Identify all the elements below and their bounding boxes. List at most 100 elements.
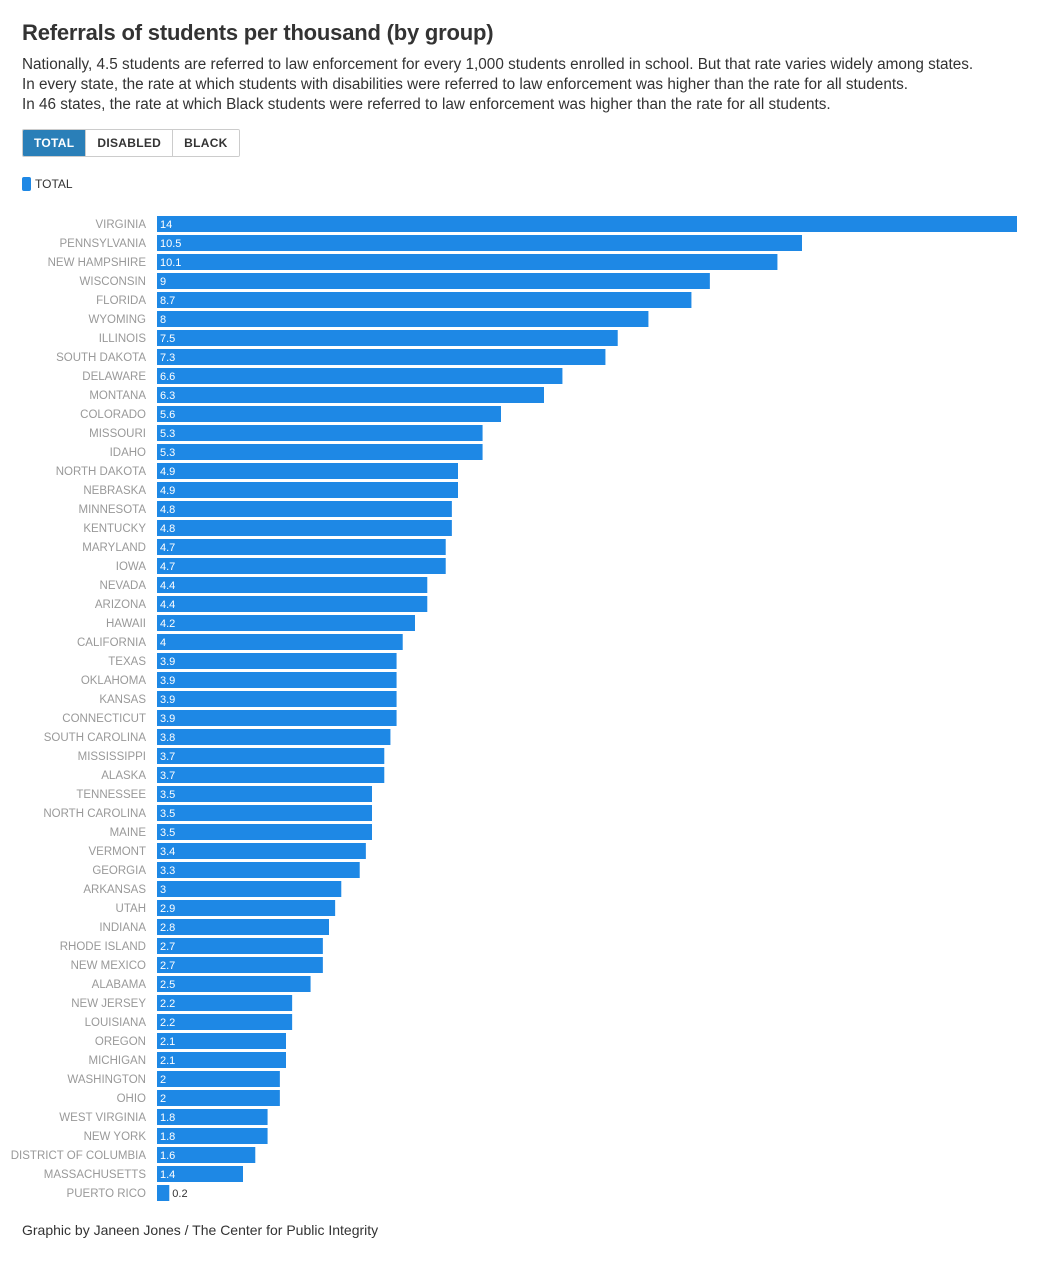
bar-puerto-rico[interactable] [157, 1185, 170, 1201]
chart-legend[interactable]: TOTAL [22, 177, 73, 191]
bar-washington[interactable] [157, 1071, 280, 1087]
bar-new-mexico[interactable] [157, 957, 323, 973]
bar-iowa[interactable] [157, 558, 446, 574]
bar-north-carolina[interactable] [157, 805, 372, 821]
chart-subtitle: Nationally, 4.5 students are referred to… [22, 55, 1032, 115]
bar-louisiana[interactable] [157, 1014, 293, 1030]
category-label-arizona: ARIZONA [95, 599, 146, 611]
category-label-kentucky: KENTUCKY [83, 523, 146, 535]
bar-alabama[interactable] [157, 976, 311, 992]
category-label-south-dakota: SOUTH DAKOTA [56, 352, 146, 364]
bar-minnesota[interactable] [157, 501, 452, 517]
value-label-alabama: 2.5 [160, 979, 175, 991]
bar-kansas[interactable] [157, 691, 397, 707]
bar-chart: VIRGINIA 14 PENNSYLVANIA 10.5 NEW HAMPSHIRE 1… [11, 216, 1017, 1201]
value-label-connecticut: 3.9 [160, 713, 175, 725]
bar-indiana[interactable] [157, 919, 329, 935]
bar-illinois[interactable] [157, 330, 618, 346]
bar-colorado[interactable] [157, 406, 501, 422]
category-label-tennessee: TENNESSEE [76, 789, 146, 801]
category-label-wisconsin: WISCONSIN [80, 276, 146, 288]
bar-south-carolina[interactable] [157, 729, 391, 745]
bar-maryland[interactable] [157, 539, 446, 555]
category-label-arkansas: ARKANSAS [83, 884, 146, 896]
bar-oregon[interactable] [157, 1033, 286, 1049]
value-label-virginia: 14 [160, 219, 172, 231]
value-label-new-jersey: 2.2 [160, 998, 175, 1010]
bar-wisconsin[interactable] [157, 273, 710, 289]
bar-pennsylvania[interactable] [157, 235, 802, 251]
group-tabs: TOTAL DISABLED BLACK [22, 129, 240, 157]
category-label-louisiana: LOUISIANA [85, 1017, 147, 1029]
bar-texas[interactable] [157, 653, 397, 669]
category-label-alabama: ALABAMA [92, 979, 147, 991]
value-label-california: 4 [160, 637, 166, 649]
bar-alaska[interactable] [157, 767, 385, 783]
bar-mississippi[interactable] [157, 748, 385, 764]
bar-maine[interactable] [157, 824, 372, 840]
value-label-pennsylvania: 10.5 [160, 238, 181, 250]
bar-arizona[interactable] [157, 596, 428, 612]
category-label-district-of-columbia: DISTRICT OF COLUMBIA [11, 1150, 147, 1162]
bar-hawaii[interactable] [157, 615, 415, 631]
bar-arkansas[interactable] [157, 881, 342, 897]
category-label-nevada: NEVADA [100, 580, 147, 592]
subtitle-line: In every state, the rate at which studen… [22, 76, 908, 93]
category-label-hawaii: HAWAII [106, 618, 146, 630]
bar-vermont[interactable] [157, 843, 366, 859]
bar-west-virginia[interactable] [157, 1109, 268, 1125]
value-label-district-of-columbia: 1.6 [160, 1150, 175, 1162]
tab-total[interactable]: TOTAL [23, 130, 87, 156]
bar-utah[interactable] [157, 900, 336, 916]
bar-kentucky[interactable] [157, 520, 452, 536]
bar-idaho[interactable] [157, 444, 483, 460]
bar-delaware[interactable] [157, 368, 563, 384]
bar-nebraska[interactable] [157, 482, 458, 498]
chart-title: Referrals of students per thousand (by g… [22, 20, 494, 45]
category-label-maine: MAINE [110, 827, 147, 839]
category-label-west-virginia: WEST VIRGINIA [59, 1112, 146, 1124]
bar-michigan[interactable] [157, 1052, 286, 1068]
bar-rhode-island[interactable] [157, 938, 323, 954]
value-label-arizona: 4.4 [160, 599, 175, 611]
value-label-missouri: 5.3 [160, 428, 175, 440]
tab-black[interactable]: BLACK [173, 130, 239, 156]
bar-district-of-columbia[interactable] [157, 1147, 256, 1163]
category-label-florida: FLORIDA [96, 295, 146, 307]
category-label-north-dakota: NORTH DAKOTA [56, 466, 147, 478]
bar-florida[interactable] [157, 292, 692, 308]
tab-disabled[interactable]: DISABLED [86, 130, 174, 156]
bar-wyoming[interactable] [157, 311, 649, 327]
value-label-hawaii: 4.2 [160, 618, 175, 630]
value-label-maine: 3.5 [160, 827, 175, 839]
bar-virginia[interactable] [157, 216, 1017, 232]
category-label-mississippi: MISSISSIPPI [78, 751, 146, 763]
value-label-north-carolina: 3.5 [160, 808, 175, 820]
bar-ohio[interactable] [157, 1090, 280, 1106]
category-label-new-jersey: NEW JERSEY [71, 998, 146, 1010]
bar-new-hampshire[interactable] [157, 254, 778, 270]
bar-oklahoma[interactable] [157, 672, 397, 688]
bar-south-dakota[interactable] [157, 349, 606, 365]
value-label-utah: 2.9 [160, 903, 175, 915]
bar-montana[interactable] [157, 387, 544, 403]
bar-tennessee[interactable] [157, 786, 372, 802]
bar-new-york[interactable] [157, 1128, 268, 1144]
bar-new-jersey[interactable] [157, 995, 293, 1011]
bar-north-dakota[interactable] [157, 463, 458, 479]
category-label-north-carolina: NORTH CAROLINA [43, 808, 146, 820]
bar-california[interactable] [157, 634, 403, 650]
bar-nevada[interactable] [157, 577, 428, 593]
value-label-kentucky: 4.8 [160, 523, 175, 535]
category-label-virginia: VIRGINIA [96, 219, 147, 231]
value-label-illinois: 7.5 [160, 333, 175, 345]
category-label-texas: TEXAS [108, 656, 146, 668]
bar-connecticut[interactable] [157, 710, 397, 726]
bar-missouri[interactable] [157, 425, 483, 441]
legend-label: TOTAL [35, 177, 73, 191]
category-label-washington: WASHINGTON [67, 1074, 146, 1086]
bar-georgia[interactable] [157, 862, 360, 878]
category-label-ohio: OHIO [117, 1093, 146, 1105]
bar-massachusetts[interactable] [157, 1166, 243, 1182]
category-label-south-carolina: SOUTH CAROLINA [44, 732, 147, 744]
